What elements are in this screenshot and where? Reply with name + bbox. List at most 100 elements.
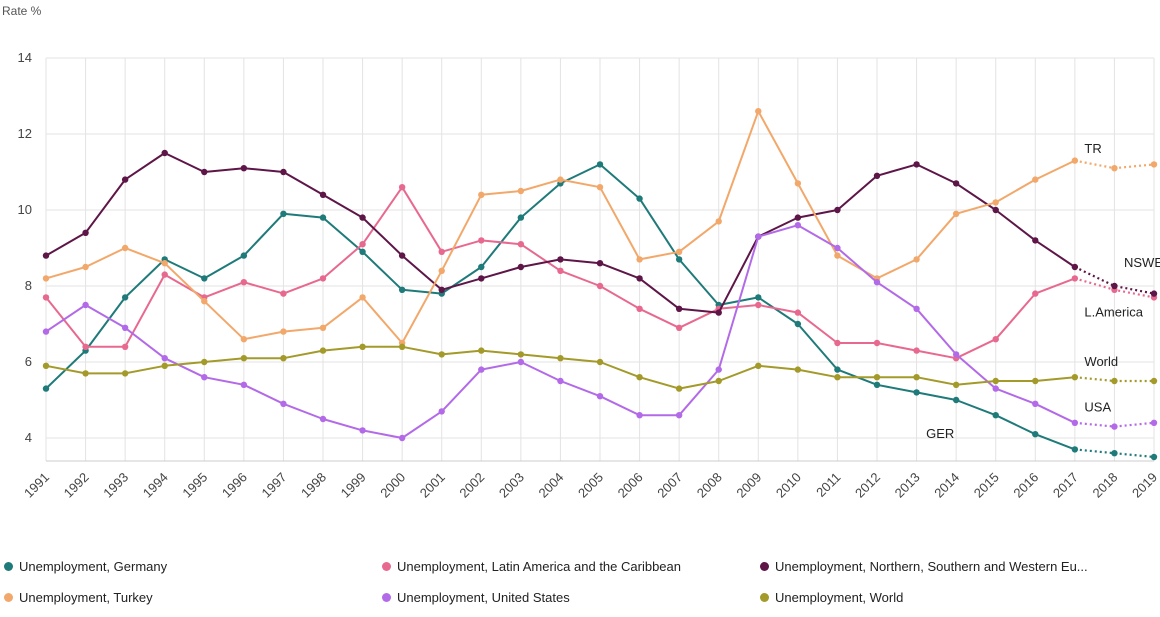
data-point (873, 172, 881, 179)
legend-label: Unemployment, Latin America and the Cari… (397, 559, 681, 574)
data-point (121, 370, 129, 377)
data-point (42, 385, 50, 392)
data-point (834, 374, 841, 381)
x-tick-label: 2000 (377, 470, 408, 501)
data-point (755, 233, 762, 240)
data-point (557, 377, 564, 385)
data-point (478, 366, 485, 373)
data-point (359, 343, 366, 350)
data-point (636, 275, 643, 282)
data-point (82, 229, 89, 236)
x-axis-ticks: 1991 1992 1993 1994 1995 1996 1997 1998 1999 2000… (21, 470, 1160, 501)
data-point (517, 351, 525, 358)
data-point (992, 336, 999, 343)
data-point (201, 168, 208, 176)
data-point (319, 347, 327, 354)
data-point (557, 355, 564, 362)
data-point (755, 108, 762, 115)
legend-item[interactable]: Unemployment, Latin America and the Cari… (382, 559, 681, 574)
legend-item[interactable]: Unemployment, Turkey (4, 590, 153, 605)
annotation-label: L.America (1084, 305, 1143, 320)
data-point (675, 385, 683, 392)
data-point (398, 184, 406, 191)
data-point (1111, 377, 1118, 385)
data-point (319, 275, 327, 282)
data-point (1071, 157, 1079, 164)
legend-item[interactable]: Unemployment, Northern, Southern and Wes… (760, 559, 1088, 574)
data-point (201, 298, 208, 305)
data-point (913, 305, 920, 312)
annotation-label: World (1084, 354, 1118, 369)
data-point (438, 248, 445, 255)
data-point (82, 263, 89, 271)
y-tick-label: 12 (18, 126, 32, 141)
data-point (636, 374, 643, 381)
annotation-label: USA (1084, 400, 1111, 415)
data-point (1071, 263, 1079, 271)
series-unemployment-germany (42, 161, 1158, 461)
legend-item[interactable]: Unemployment, Germany (4, 559, 167, 574)
data-point (913, 389, 920, 396)
x-tick-label: 1998 (298, 470, 329, 501)
data-point (359, 241, 366, 248)
data-point (675, 305, 683, 312)
data-point (438, 286, 445, 293)
data-point (121, 324, 129, 331)
data-point (240, 279, 248, 286)
data-point (240, 165, 248, 172)
data-point (794, 180, 802, 187)
x-tick-label: 2013 (892, 470, 923, 501)
data-point (636, 195, 643, 202)
x-tick-label: 1999 (338, 470, 369, 501)
data-point (240, 252, 248, 259)
data-point (715, 218, 722, 225)
data-point (42, 275, 50, 282)
data-point (398, 286, 406, 293)
data-point (42, 294, 50, 301)
data-point (755, 362, 762, 369)
legend-item[interactable]: Unemployment, World (760, 590, 903, 605)
data-point (755, 301, 762, 309)
data-point (121, 244, 129, 252)
data-point (992, 199, 999, 206)
data-point (596, 282, 604, 290)
x-tick-label: 1991 (21, 470, 52, 501)
data-point (161, 149, 168, 157)
x-tick-label: 2005 (575, 470, 606, 501)
data-point (1032, 377, 1039, 385)
data-point (1032, 176, 1039, 183)
series-unemployment-united-states (42, 222, 1158, 442)
data-point (1150, 419, 1158, 426)
x-tick-label: 2011 (813, 470, 843, 500)
grid (45, 57, 1155, 462)
data-point (1032, 237, 1039, 244)
series-projection-line (1074, 266, 1155, 295)
legend-item[interactable]: Unemployment, United States (382, 590, 570, 605)
legend-marker (760, 562, 769, 571)
y-tick-label: 10 (18, 202, 32, 217)
x-tick-label: 2009 (733, 470, 764, 501)
data-point (1071, 419, 1079, 426)
data-point (359, 427, 366, 434)
x-tick-label: 2015 (971, 470, 1002, 501)
data-point (913, 347, 920, 354)
data-point (992, 377, 999, 385)
data-point (1071, 446, 1079, 453)
data-point (161, 355, 168, 362)
legend-label: Unemployment, Turkey (19, 590, 153, 605)
legend-label: Unemployment, Northern, Southern and Wes… (775, 559, 1088, 574)
data-point (161, 362, 168, 369)
data-point (794, 222, 802, 229)
data-point (636, 256, 643, 263)
legend-label: Unemployment, Germany (19, 559, 168, 574)
annotations: TR NSWEurope L.America World USA GER (926, 141, 1160, 441)
data-point (359, 294, 366, 301)
data-point (1071, 374, 1079, 381)
data-point (1032, 400, 1039, 407)
series-projection-line (1074, 448, 1155, 459)
data-point (675, 324, 683, 331)
data-point (1150, 377, 1158, 385)
data-point (1150, 290, 1158, 297)
series-unemployment-world (42, 343, 1158, 392)
